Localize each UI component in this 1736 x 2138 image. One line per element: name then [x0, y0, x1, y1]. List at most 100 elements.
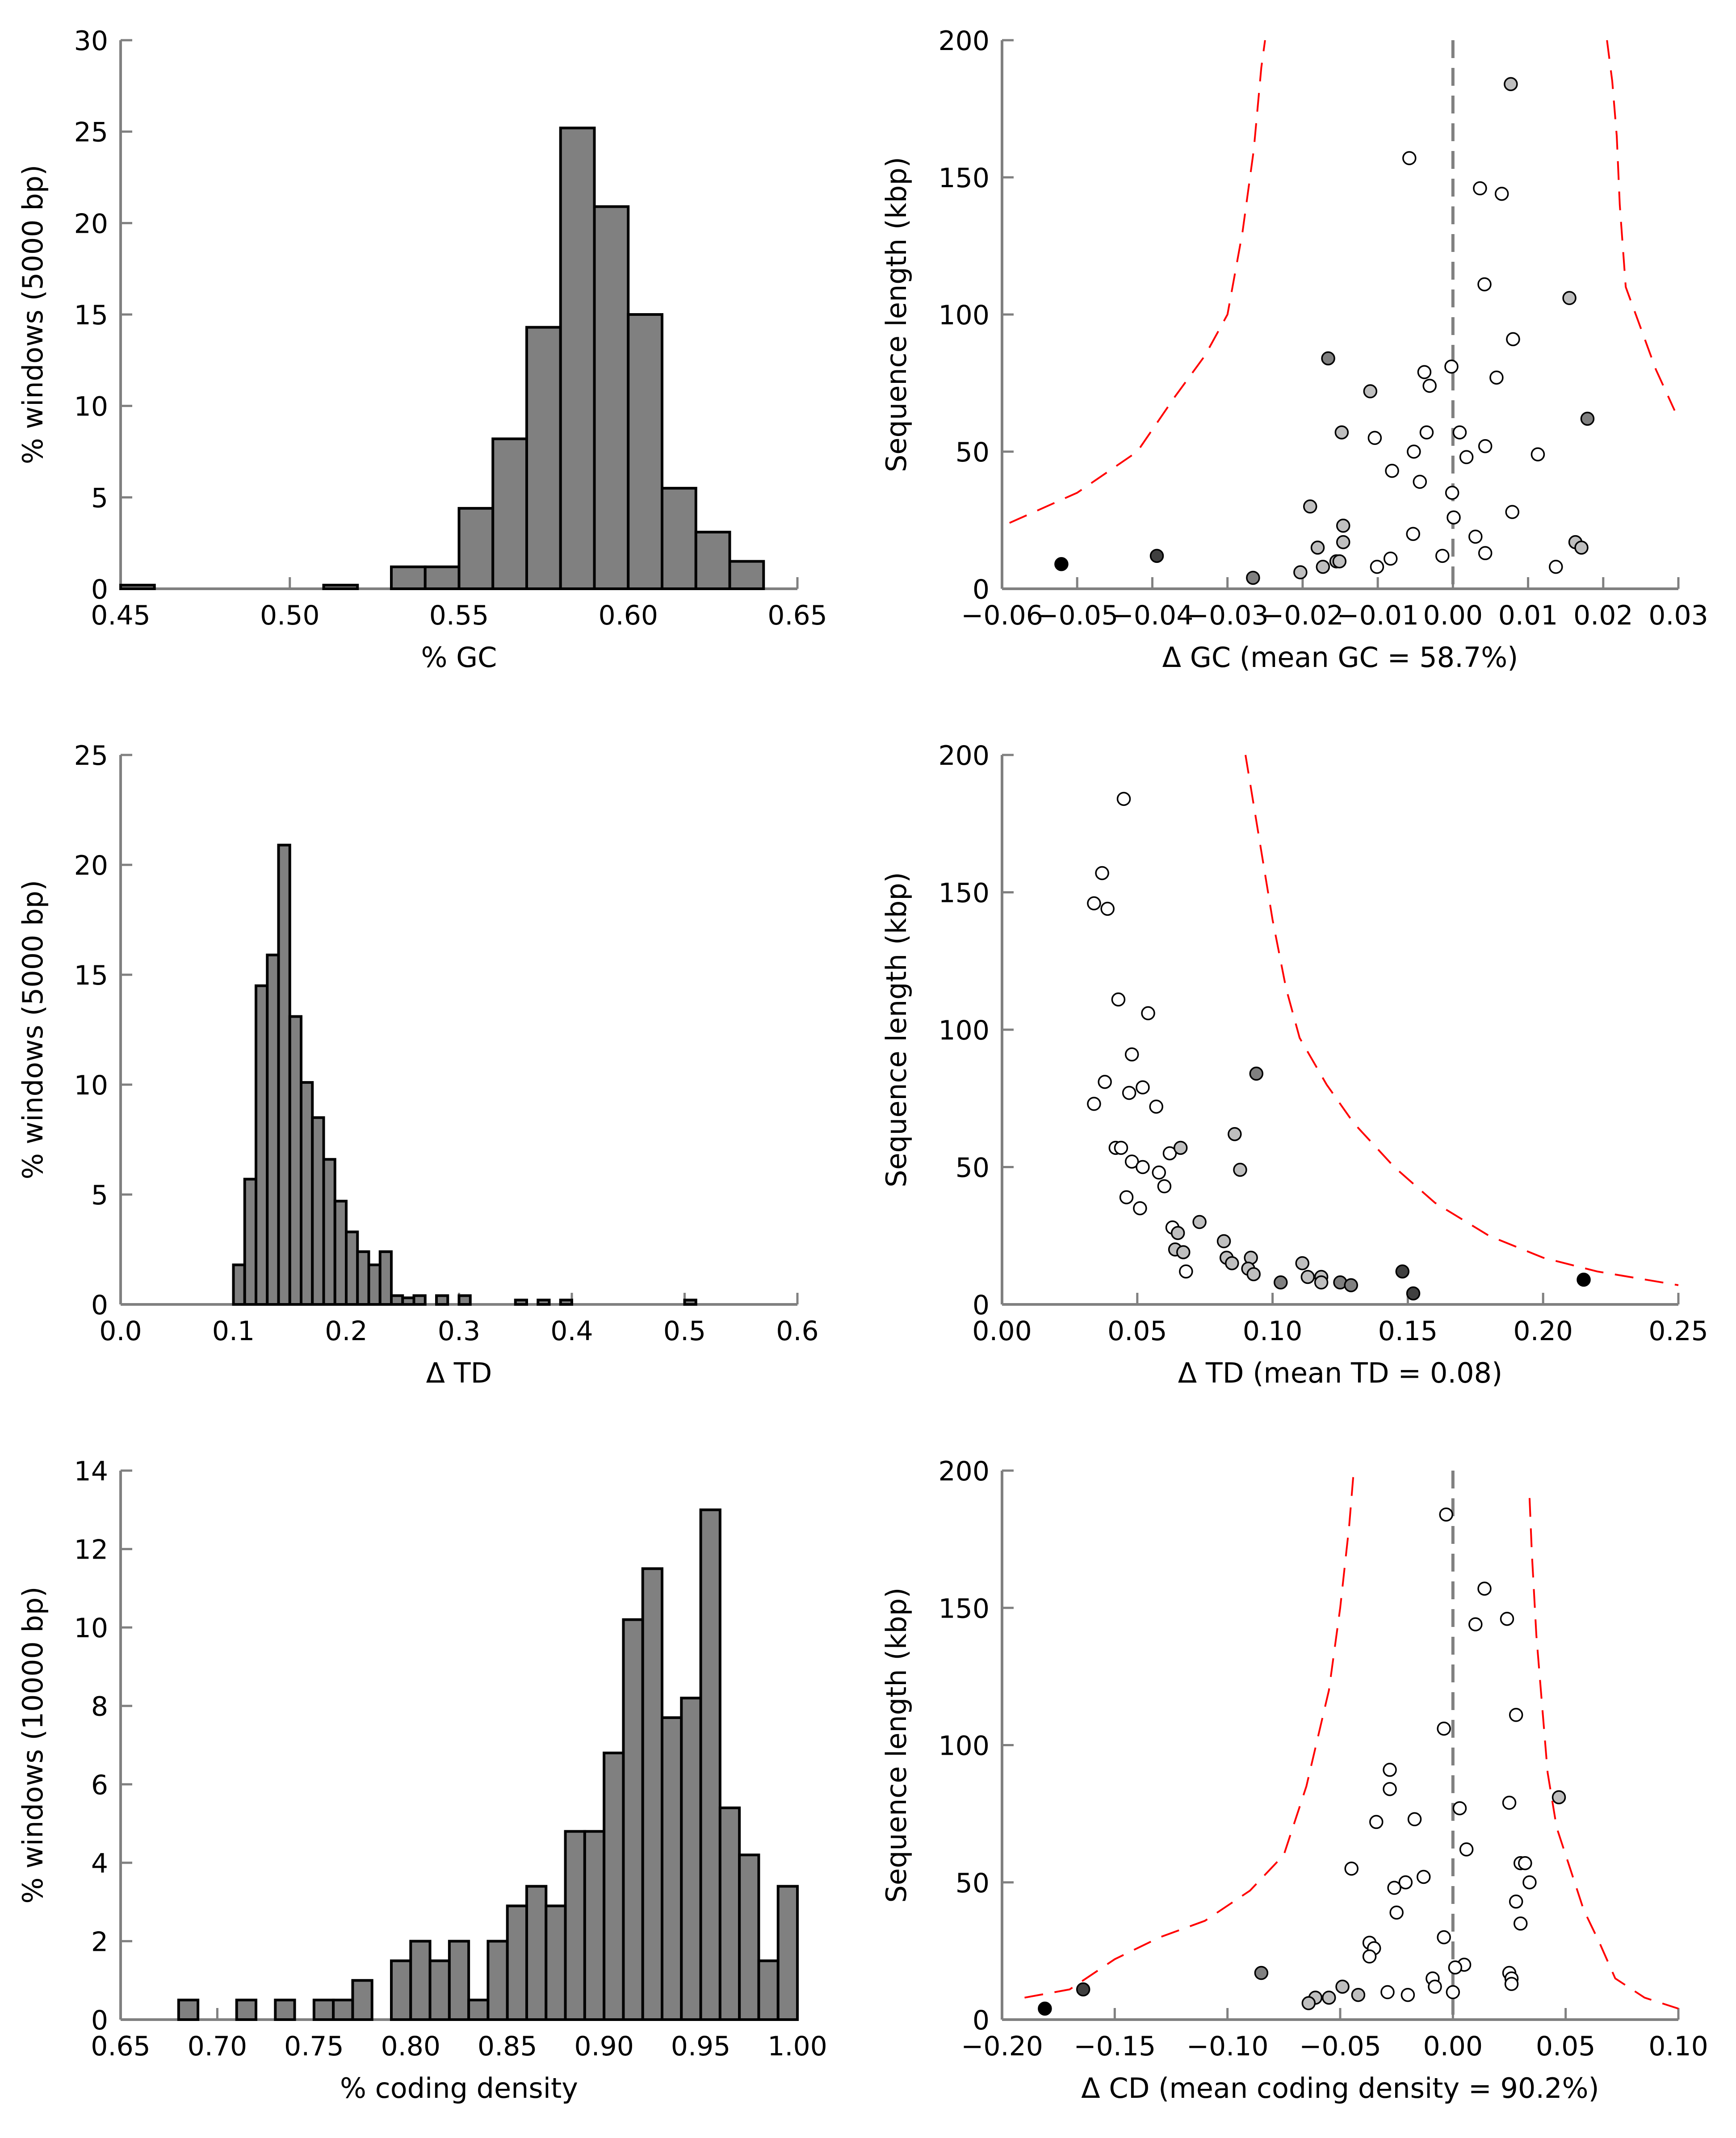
scatter-point: [1076, 1982, 1090, 1997]
histogram-bar: [390, 1959, 412, 2021]
y-tick-label: 5: [91, 482, 108, 514]
y-tick-label: 150: [938, 878, 990, 909]
y-tick-label: 0: [91, 1290, 108, 1321]
scatter-point: [1406, 1286, 1421, 1301]
y-axis-label: % windows (5000 bp): [17, 880, 49, 1179]
y-tick-label: 2: [91, 1926, 108, 1958]
scatter-point: [1383, 1763, 1397, 1777]
scatter-point: [1445, 486, 1459, 500]
x-tick-label: 0.10: [1243, 1316, 1303, 1347]
scatter-point: [1344, 1278, 1358, 1292]
scatter-point: [1505, 505, 1519, 519]
histogram-bar: [322, 583, 359, 591]
scatter-point: [1254, 1966, 1269, 1980]
scatter-point: [1407, 444, 1421, 459]
scatter-point: [1116, 792, 1131, 806]
scatter-point: [1504, 77, 1518, 91]
histogram-bar: [457, 1294, 472, 1306]
y-tick-label: 100: [938, 300, 990, 331]
histogram-bar: [776, 1885, 799, 2021]
x-tick-label: 0.55: [429, 600, 489, 631]
histogram-bar: [603, 1752, 625, 2021]
scatter-point: [1295, 1256, 1309, 1270]
scatter-point: [1321, 351, 1335, 365]
scatter-point: [1473, 181, 1487, 196]
threshold-curve: [1024, 1470, 1355, 1999]
x-tick-label: −0.02: [1262, 600, 1344, 631]
x-tick-label: 0.00: [1423, 2031, 1483, 2062]
histogram-bar: [424, 565, 461, 591]
x-tick-label: 0.25: [1648, 1316, 1708, 1347]
histogram-bar: [683, 1299, 697, 1306]
scatter-point: [1551, 1790, 1566, 1805]
histogram-bar: [300, 1081, 314, 1306]
scatter-point: [1500, 1612, 1514, 1626]
x-tick-label: 0.65: [767, 600, 827, 631]
y-tick-label: 5: [91, 1180, 108, 1211]
x-tick-label: 0.15: [1378, 1316, 1438, 1347]
scatter-point: [1407, 1812, 1422, 1827]
histogram-bar: [409, 1940, 432, 2021]
y-axis-label: % windows (10000 bp): [17, 1587, 49, 1904]
scatter-point: [1439, 1507, 1453, 1522]
x-tick-label: 0.60: [598, 600, 658, 631]
scatter-point: [1335, 1979, 1350, 1994]
scatter-point: [1111, 992, 1126, 1007]
histogram-bar: [699, 1508, 721, 2021]
scatter-point: [1369, 1815, 1384, 1829]
scatter-point: [1225, 1256, 1239, 1270]
scatter-point: [1141, 1006, 1155, 1020]
y-tick-label: 25: [74, 740, 108, 771]
histogram-bar: [583, 1830, 606, 2021]
scatter-point: [1233, 1162, 1247, 1177]
scatter-point: [1398, 1875, 1413, 1890]
y-axis-label: Sequence length (kbp): [880, 157, 913, 472]
x-tick-label: −0.05: [1036, 600, 1118, 631]
scatter-point: [1157, 1179, 1172, 1194]
histogram-bar: [757, 1959, 780, 2021]
scatter-point: [1246, 1267, 1261, 1282]
y-tick-label: 0: [973, 1290, 990, 1321]
histogram-bar: [491, 437, 528, 590]
scatter-point: [1577, 1272, 1591, 1287]
x-tick-label: 0.00: [972, 1316, 1032, 1347]
histogram-bar: [537, 1299, 551, 1306]
scatter-point: [1562, 291, 1577, 305]
scatter-point: [1301, 1996, 1316, 2010]
histogram-bar: [506, 1904, 528, 2021]
histogram-bar: [401, 1296, 415, 1306]
histogram-bar: [356, 1250, 370, 1306]
x-axis-label: Δ TD: [426, 1357, 492, 1389]
scatter-point: [1100, 901, 1115, 916]
scatter-point: [1447, 510, 1461, 525]
x-tick-label: 0.65: [91, 2031, 151, 2062]
y-tick-label: 10: [74, 391, 108, 423]
histogram-bar: [559, 1299, 573, 1306]
histogram-bar: [627, 313, 663, 590]
scatter-point: [1459, 1842, 1474, 1857]
panel-3: 0.0 0.1 0.2 0.3 0.4 0.5 0.6 0 5 10 15 20 25 Δ TD % win…: [17, 740, 819, 1389]
scatter-point: [1419, 425, 1434, 440]
x-tick-label: −0.06: [961, 600, 1043, 631]
y-tick-label: 200: [938, 740, 990, 771]
scatter-point: [1452, 425, 1467, 440]
x-tick-label: −0.10: [1187, 2031, 1269, 2062]
y-tick-label: 100: [938, 1015, 990, 1046]
y-tick-label: 10: [74, 1070, 108, 1101]
scatter-point: [1322, 1991, 1336, 2005]
histogram-bar: [694, 531, 731, 591]
histogram-bar: [243, 1178, 257, 1306]
scatter-point: [1336, 535, 1350, 549]
histogram-bar: [312, 1999, 335, 2021]
x-tick-label: 0.01: [1498, 600, 1558, 631]
x-tick-label: 0.70: [188, 2031, 247, 2062]
scatter-point: [1401, 1987, 1415, 2002]
scatter-point: [1087, 1097, 1101, 1111]
scatter-point: [1380, 1985, 1395, 2000]
histogram-bar: [322, 1158, 336, 1306]
histogram-bar: [559, 126, 596, 591]
histogram-bar: [333, 1199, 348, 1306]
x-tick-label: 0.95: [671, 2031, 731, 2062]
scatter-point: [1518, 1856, 1532, 1870]
